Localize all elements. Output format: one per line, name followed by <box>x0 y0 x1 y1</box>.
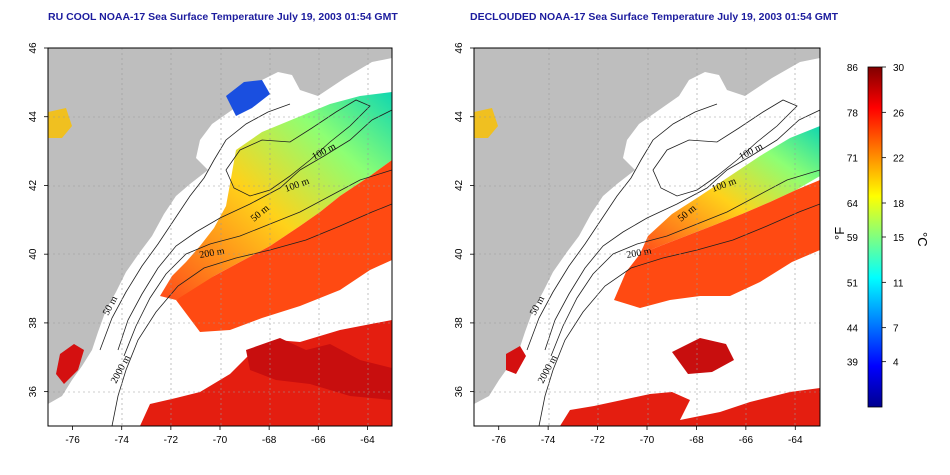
sst-hot-patch <box>672 338 734 374</box>
colorbar <box>867 66 883 408</box>
fahrenheit-unit-label: °F <box>832 227 847 240</box>
celsius-tick-label: 7 <box>893 324 899 335</box>
gulf-of-maine-contour <box>652 99 798 197</box>
fahrenheit-tick-label: 78 <box>847 108 859 119</box>
x-tick-label: -74 <box>541 435 556 446</box>
fahrenheit-tick-label: 39 <box>847 358 859 369</box>
sst-warm-offshore <box>614 180 820 308</box>
sst-warm-south <box>560 388 820 426</box>
y-tick-label: 36 <box>454 386 465 398</box>
celsius-tick-label: 26 <box>893 108 905 119</box>
contour-2000m <box>111 203 392 426</box>
fahrenheit-tick-label: 44 <box>847 324 859 335</box>
contour-2000m <box>538 203 820 426</box>
x-tick-label: -66 <box>311 435 326 446</box>
left-panel-title: RU COOL NOAA-17 Sea Surface Temperature … <box>48 11 398 23</box>
y-tick-label: 44 <box>454 111 465 123</box>
y-tick-label: 40 <box>28 248 39 260</box>
contour-200m <box>123 169 392 357</box>
sst-yellow-coast <box>48 108 72 138</box>
y-tick-label: 36 <box>28 386 39 398</box>
gulf-of-maine-contour <box>225 99 371 197</box>
contour-100m <box>117 109 392 351</box>
y-tick-label: 44 <box>28 111 39 123</box>
celsius-tick-label: 15 <box>893 233 905 244</box>
celsius-tick-label: 11 <box>893 278 904 289</box>
contour-100m <box>544 109 820 351</box>
contour-50m <box>99 103 291 351</box>
sst-coastal-south <box>56 344 84 384</box>
contour-200m <box>550 169 820 357</box>
x-tick-label: -64 <box>360 435 375 446</box>
colorbar-ticks: 86 30 78 26 71 22 64 18 59 15 51 11 44 7 39 4 <box>847 63 905 369</box>
grid-lines <box>474 48 820 426</box>
celsius-tick-label: 22 <box>893 154 905 165</box>
axis-labels: -76 -74 -72 -70 -68 -66 -64 46 44 42 40 38 36 -76 -74 -… <box>28 42 803 446</box>
x-tick-label: -76 <box>491 435 506 446</box>
contour-label: 200 m <box>199 246 226 261</box>
fahrenheit-tick-label: 51 <box>847 278 859 289</box>
x-tick-label: -70 <box>213 435 228 446</box>
land-mass <box>48 48 392 404</box>
x-tick-label: -72 <box>590 435 605 446</box>
y-tick-label: 40 <box>454 248 465 260</box>
x-tick-label: -64 <box>788 435 803 446</box>
celsius-unit-label: °C <box>915 232 930 247</box>
left-map-panel: 100 m 100 m 50 m 200 m 50 m 2000 m <box>48 48 392 426</box>
y-tick-label: 46 <box>454 42 465 54</box>
celsius-tick-label: 18 <box>893 199 905 210</box>
fahrenheit-tick-label: 59 <box>847 233 859 244</box>
celsius-tick-label: 30 <box>893 63 905 74</box>
x-tick-label: -74 <box>114 435 129 446</box>
x-tick-label: -70 <box>640 435 655 446</box>
y-tick-label: 42 <box>454 179 465 191</box>
x-tick-label: -76 <box>65 435 80 446</box>
fahrenheit-tick-label: 64 <box>847 199 859 210</box>
x-tick-label: -66 <box>739 435 754 446</box>
sst-coastal-south <box>506 346 526 374</box>
contour-50m <box>526 103 718 351</box>
sst-cool-patch-north <box>226 80 270 116</box>
x-tick-label: -72 <box>164 435 179 446</box>
sst-shelf-band <box>640 126 820 254</box>
fahrenheit-tick-label: 71 <box>847 154 859 165</box>
land-mass <box>474 48 820 404</box>
fahrenheit-tick-label: 86 <box>847 63 859 74</box>
celsius-tick-label: 4 <box>893 358 899 369</box>
sst-shelf-band <box>160 92 392 300</box>
y-tick-label: 38 <box>28 317 39 329</box>
contour-label: 200 m <box>626 246 653 261</box>
x-tick-label: -68 <box>689 435 704 446</box>
grid-lines <box>48 48 392 426</box>
right-map-panel: 100 m 100 m 50 m 200 m 50 m 2000 m <box>474 48 820 426</box>
sst-yellow-coast <box>474 108 498 138</box>
y-tick-label: 42 <box>28 179 39 191</box>
x-tick-label: -68 <box>262 435 277 446</box>
y-tick-label: 46 <box>28 42 39 54</box>
y-tick-label: 38 <box>454 317 465 329</box>
right-panel-title: DECLOUDED NOAA-17 Sea Surface Temperatur… <box>470 11 839 23</box>
